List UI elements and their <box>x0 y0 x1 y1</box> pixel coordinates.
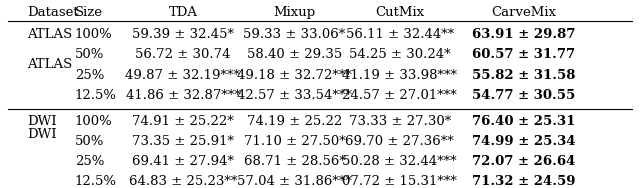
Text: 60.57 ± 31.77: 60.57 ± 31.77 <box>472 48 575 61</box>
Text: 41.86 ± 32.87***: 41.86 ± 32.87*** <box>125 89 241 102</box>
Text: 55.82 ± 31.58: 55.82 ± 31.58 <box>472 69 575 82</box>
Text: 57.04 ± 31.86***: 57.04 ± 31.86*** <box>237 175 352 188</box>
Text: 71.32 ± 24.59: 71.32 ± 24.59 <box>472 175 575 188</box>
Text: 25%: 25% <box>75 69 104 82</box>
Text: CarveMix: CarveMix <box>492 6 556 19</box>
Text: Size: Size <box>75 6 102 19</box>
Text: Mixup: Mixup <box>273 6 316 19</box>
Text: 24.57 ± 27.01***: 24.57 ± 27.01*** <box>342 89 457 102</box>
Text: TDA: TDA <box>168 6 198 19</box>
Text: 73.33 ± 27.30*: 73.33 ± 27.30* <box>349 115 451 128</box>
Text: 64.83 ± 25.23**: 64.83 ± 25.23** <box>129 175 237 188</box>
Text: 100%: 100% <box>75 28 113 41</box>
Text: ATLAS: ATLAS <box>27 58 72 71</box>
Text: 76.40 ± 25.31: 76.40 ± 25.31 <box>472 115 575 128</box>
Text: 58.40 ± 29.35: 58.40 ± 29.35 <box>247 48 342 61</box>
Text: 71.10 ± 27.50*: 71.10 ± 27.50* <box>244 135 346 148</box>
Text: 12.5%: 12.5% <box>75 89 116 102</box>
Text: 12.5%: 12.5% <box>75 175 116 188</box>
Text: 68.71 ± 28.56*: 68.71 ± 28.56* <box>244 155 346 168</box>
Text: 25%: 25% <box>75 155 104 168</box>
Text: ATLAS: ATLAS <box>27 28 72 41</box>
Text: 50.28 ± 32.44***: 50.28 ± 32.44*** <box>342 155 457 168</box>
Text: 42.57 ± 33.54***: 42.57 ± 33.54*** <box>237 89 352 102</box>
Text: 74.19 ± 25.22: 74.19 ± 25.22 <box>247 115 342 128</box>
Text: 49.87 ± 32.19***: 49.87 ± 32.19*** <box>125 69 241 82</box>
Text: 72.07 ± 26.64: 72.07 ± 26.64 <box>472 155 575 168</box>
Text: 63.91 ± 29.87: 63.91 ± 29.87 <box>472 28 575 41</box>
Text: Dataset: Dataset <box>27 6 79 19</box>
Text: 54.77 ± 30.55: 54.77 ± 30.55 <box>472 89 575 102</box>
Text: DWI: DWI <box>27 115 56 128</box>
Text: 50%: 50% <box>75 48 104 61</box>
Text: 100%: 100% <box>75 115 113 128</box>
Text: 54.25 ± 30.24*: 54.25 ± 30.24* <box>349 48 451 61</box>
Text: 74.99 ± 25.34: 74.99 ± 25.34 <box>472 135 575 148</box>
Text: 56.11 ± 32.44**: 56.11 ± 32.44** <box>346 28 454 41</box>
Text: 50%: 50% <box>75 135 104 148</box>
Text: 49.18 ± 32.72***: 49.18 ± 32.72*** <box>237 69 352 82</box>
Text: 59.39 ± 32.45*: 59.39 ± 32.45* <box>132 28 234 41</box>
Text: DWI: DWI <box>27 128 56 141</box>
Text: 73.35 ± 25.91*: 73.35 ± 25.91* <box>132 135 234 148</box>
Text: 69.70 ± 27.36**: 69.70 ± 27.36** <box>345 135 454 148</box>
Text: 59.33 ± 33.06*: 59.33 ± 33.06* <box>243 28 346 41</box>
Text: 56.72 ± 30.74: 56.72 ± 30.74 <box>135 48 231 61</box>
Text: 07.72 ± 15.31***: 07.72 ± 15.31*** <box>342 175 457 188</box>
Text: 69.41 ± 27.94*: 69.41 ± 27.94* <box>132 155 234 168</box>
Text: 74.91 ± 25.22*: 74.91 ± 25.22* <box>132 115 234 128</box>
Text: CutMix: CutMix <box>375 6 424 19</box>
Text: 41.19 ± 33.98***: 41.19 ± 33.98*** <box>342 69 457 82</box>
